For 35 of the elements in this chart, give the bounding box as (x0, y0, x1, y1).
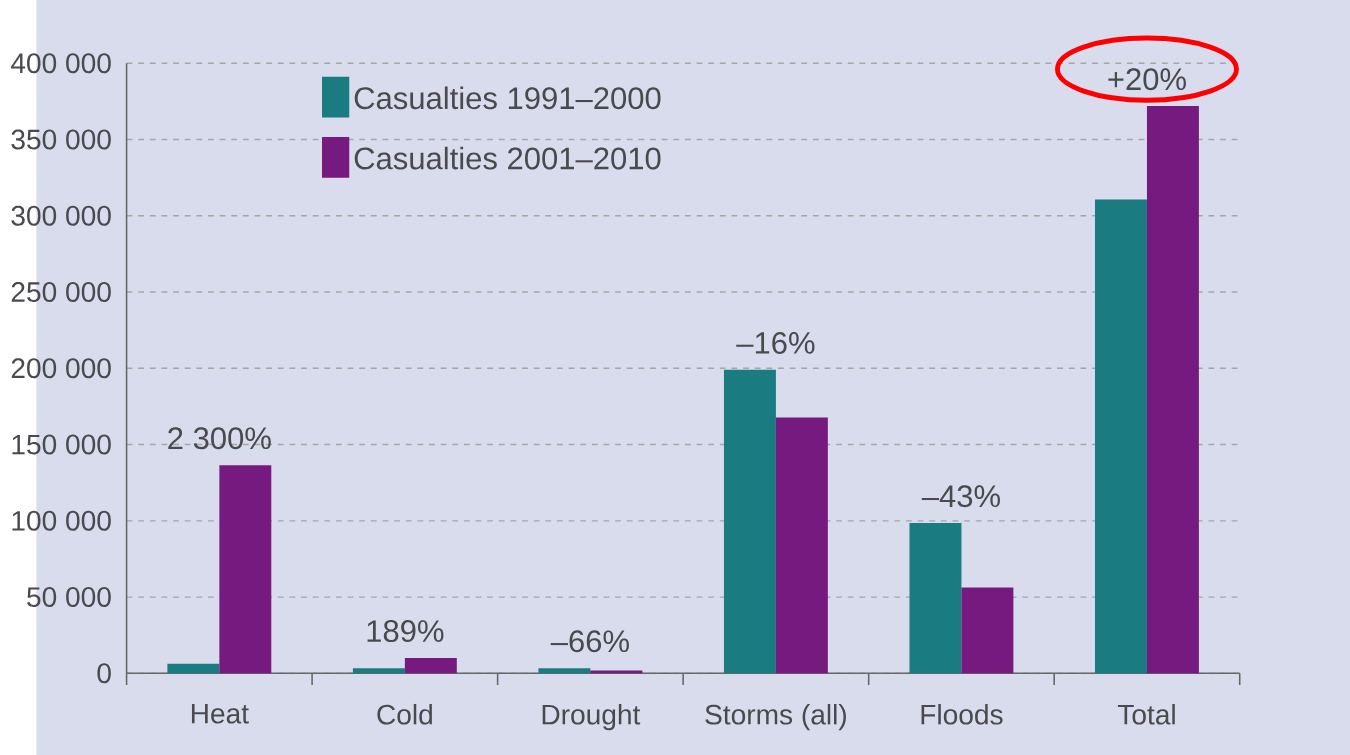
y-tick-label: 400 000 (10, 53, 111, 74)
x-tick-label: Drought (542, 703, 641, 731)
annotation: +20% (1108, 68, 1186, 91)
legend-label: Casualties 1991–2000 (354, 86, 661, 110)
y-tick-label: 150 000 (12, 434, 111, 455)
y-tick-label: 0 (97, 663, 111, 684)
y-tick-label: 100 000 (12, 510, 111, 531)
annotation: –16% (736, 331, 815, 354)
bar (404, 657, 457, 674)
bar (590, 670, 643, 674)
y-tick-label: 350 000 (11, 129, 111, 150)
x-tick-label: Heat (191, 703, 249, 724)
bar (538, 668, 591, 674)
x-tick-label: Floods (921, 703, 1003, 725)
legend-label: Casualties 2001–2010 (354, 146, 661, 170)
bar (352, 668, 405, 674)
bar (167, 663, 220, 674)
annotation: –66% (550, 630, 629, 653)
annotation: –43% (921, 485, 1000, 508)
bar (961, 587, 1014, 674)
y-tick-label: 50 000 (27, 587, 111, 607)
y-tick-label: 250 000 (11, 282, 111, 302)
bar (909, 523, 962, 674)
bar (775, 417, 828, 674)
bar (1146, 106, 1199, 674)
annotation: 189% (367, 620, 444, 642)
x-tick-label: Storms (all) (705, 703, 846, 731)
x-tick-label: Total (1117, 703, 1175, 725)
x-tick-label: Cold (377, 703, 432, 725)
bar (723, 369, 776, 674)
y-tick-label: 200 000 (11, 358, 111, 379)
annotation: 2 300% (168, 427, 271, 450)
bar (219, 465, 272, 674)
y-tick-label: 300 000 (11, 205, 111, 226)
bar (1095, 199, 1147, 674)
